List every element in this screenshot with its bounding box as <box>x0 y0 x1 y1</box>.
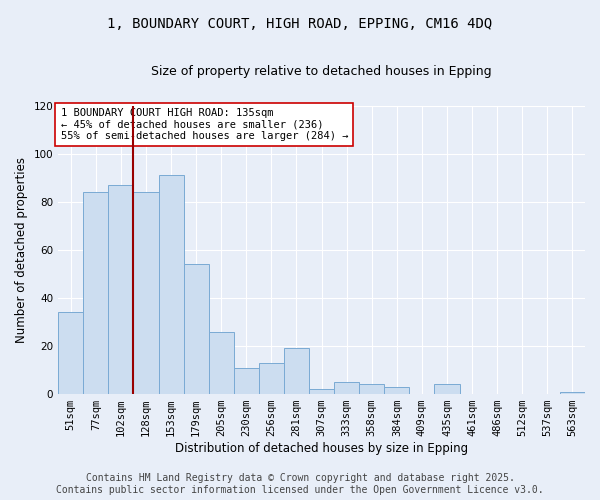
Bar <box>259 363 284 394</box>
Bar <box>309 390 334 394</box>
Bar <box>334 382 359 394</box>
Bar <box>434 384 460 394</box>
Bar <box>385 387 409 394</box>
Bar <box>209 332 234 394</box>
Bar <box>83 192 109 394</box>
Text: 1 BOUNDARY COURT HIGH ROAD: 135sqm
← 45% of detached houses are smaller (236)
55: 1 BOUNDARY COURT HIGH ROAD: 135sqm ← 45%… <box>61 108 348 141</box>
Bar <box>158 176 184 394</box>
Y-axis label: Number of detached properties: Number of detached properties <box>15 157 28 343</box>
Bar <box>234 368 259 394</box>
Bar <box>184 264 209 394</box>
Bar <box>560 392 585 394</box>
Bar <box>284 348 309 394</box>
Bar <box>133 192 158 394</box>
Bar <box>58 312 83 394</box>
Text: 1, BOUNDARY COURT, HIGH ROAD, EPPING, CM16 4DQ: 1, BOUNDARY COURT, HIGH ROAD, EPPING, CM… <box>107 18 493 32</box>
Text: Contains HM Land Registry data © Crown copyright and database right 2025.
Contai: Contains HM Land Registry data © Crown c… <box>56 474 544 495</box>
Title: Size of property relative to detached houses in Epping: Size of property relative to detached ho… <box>151 65 492 78</box>
Bar <box>109 185 133 394</box>
Bar <box>359 384 385 394</box>
X-axis label: Distribution of detached houses by size in Epping: Distribution of detached houses by size … <box>175 442 468 455</box>
